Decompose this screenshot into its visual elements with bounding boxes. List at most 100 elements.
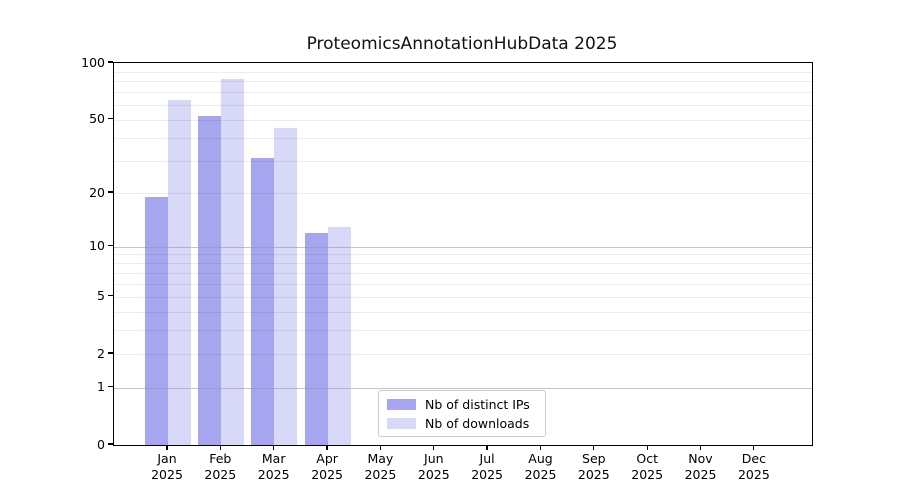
gridline-major: [114, 246, 812, 248]
x-tick-label-year: 2025: [631, 466, 664, 482]
x-tick-label-year: 2025: [417, 466, 450, 482]
x-tick-label-jan: Jan 2025: [135, 451, 199, 482]
gridline-minor: [114, 92, 812, 94]
bar-downloads-feb: [220, 79, 244, 445]
x-tick-mark: [219, 445, 222, 451]
gridline-minor: [114, 193, 812, 194]
x-tick-label-oct: Oct 2025: [615, 451, 679, 482]
gridline-minor: [114, 330, 812, 332]
legend-label-downloads: Nb of downloads: [425, 415, 530, 431]
x-tick-mark: [593, 445, 595, 451]
gridline-minor: [114, 71, 812, 73]
gridline-minor: [114, 296, 812, 298]
x-tick-label-month: Oct: [636, 451, 658, 466]
bar-distinct-ips-feb: [197, 116, 221, 445]
x-tick-label-year: 2025: [471, 466, 503, 482]
bar-distinct-ips-jan: [144, 197, 168, 445]
gridline-minor: [114, 311, 812, 313]
legend-swatch-distinct-ips: [387, 398, 416, 410]
x-tick-label-month: Sep: [582, 451, 606, 466]
grid-layer: [114, 63, 812, 445]
y-tick-label-100: 100: [81, 54, 105, 70]
x-tick-mark: [699, 445, 702, 451]
y-tick-mark: [108, 191, 113, 193]
y-tick-mark: [108, 244, 113, 247]
y-tick-mark: [108, 295, 113, 297]
gridline-minor: [114, 104, 812, 106]
x-tick-mark: [486, 445, 488, 451]
gridline-minor: [114, 160, 812, 162]
x-tick-mark: [273, 445, 275, 451]
gridline-minor: [114, 81, 812, 83]
x-tick-label-month: Jan: [157, 451, 177, 466]
gridline-minor: [114, 283, 812, 285]
gridline-minor: [114, 272, 812, 274]
y-tick-mark: [108, 61, 113, 63]
x-tick-label-apr: Apr 2025: [295, 451, 359, 482]
x-tick-label-year: 2025: [257, 466, 290, 482]
x-tick-mark: [646, 445, 648, 451]
gridline-minor: [114, 119, 812, 121]
x-tick-label-year: 2025: [151, 466, 183, 482]
x-tick-label-jul: Jul 2025: [455, 451, 519, 482]
bar-downloads-apr: [327, 226, 351, 445]
x-tick-label-dec: Dec 2025: [722, 451, 786, 482]
y-tick-mark: [108, 352, 113, 354]
x-tick-label-month: May: [367, 451, 394, 466]
gridline-minor: [114, 354, 812, 356]
x-tick-label-month: Mar: [261, 451, 286, 466]
x-tick-mark: [539, 445, 542, 451]
bar-downloads-jan: [167, 99, 191, 445]
y-tick-label-5: 5: [97, 288, 105, 304]
y-tick-label-1: 1: [97, 379, 105, 395]
x-tick-label-year: 2025: [737, 466, 770, 482]
gridline-minor: [114, 263, 812, 265]
bars-layer: [114, 63, 812, 445]
bar-downloads-mar: [274, 128, 298, 445]
x-tick-mark: [753, 445, 755, 451]
plot-area: [113, 62, 813, 446]
y-tick-label-20: 20: [89, 184, 105, 200]
x-tick-label-jun: Jun 2025: [402, 451, 466, 482]
x-tick-label-year: 2025: [204, 466, 237, 482]
legend-item-downloads: Nb of downloads: [387, 415, 537, 431]
chart-title: ProteomicsAnnotationHubData 2025: [306, 34, 618, 54]
x-tick-label-year: 2025: [311, 466, 343, 482]
x-tick-label-month: Dec: [741, 451, 766, 466]
x-tick-label-month: Aug: [528, 451, 553, 466]
y-tick-label-10: 10: [89, 238, 105, 253]
x-tick-label-year: 2025: [684, 466, 717, 482]
bar-distinct-ips-apr: [304, 232, 328, 445]
legend-swatch-downloads: [387, 417, 416, 429]
y-tick-mark: [108, 443, 113, 445]
y-tick-label-2: 2: [97, 345, 105, 361]
x-tick-label-month: Jul: [479, 451, 495, 466]
bar-distinct-ips-mar: [251, 158, 275, 445]
gridline-major: [114, 387, 812, 389]
x-tick-label-nov: Nov 2025: [669, 451, 733, 482]
x-tick-label-month: Apr: [316, 451, 338, 466]
x-tick-label-year: 2025: [577, 466, 610, 482]
y-tick-label-50: 50: [89, 111, 105, 127]
legend: Nb of distinct IPs Nb of downloads: [378, 390, 546, 437]
x-tick-label-aug: Aug 2025: [509, 451, 573, 482]
legend-label-distinct-ips: Nb of distinct IPs: [425, 396, 530, 412]
x-tick-label-sep: Sep 2025: [562, 451, 626, 482]
x-tick-mark: [433, 445, 435, 451]
x-tick-label-year: 2025: [364, 466, 397, 482]
y-tick-label-0: 0: [97, 436, 105, 452]
y-tick-mark: [108, 117, 113, 120]
x-tick-mark: [379, 445, 382, 451]
x-tick-mark: [166, 445, 168, 451]
x-tick-label-year: 2025: [524, 466, 557, 482]
gridline-minor: [114, 254, 812, 256]
x-tick-label-month: Feb: [209, 451, 232, 466]
legend-item-distinct-ips: Nb of distinct IPs: [387, 396, 537, 412]
x-tick-label-may: May 2025: [348, 451, 412, 482]
y-tick-mark: [108, 385, 113, 388]
x-tick-label-month: Jun: [424, 451, 444, 466]
x-tick-label-month: Nov: [688, 451, 713, 466]
gridline-minor: [114, 137, 812, 139]
x-tick-mark: [326, 445, 328, 451]
